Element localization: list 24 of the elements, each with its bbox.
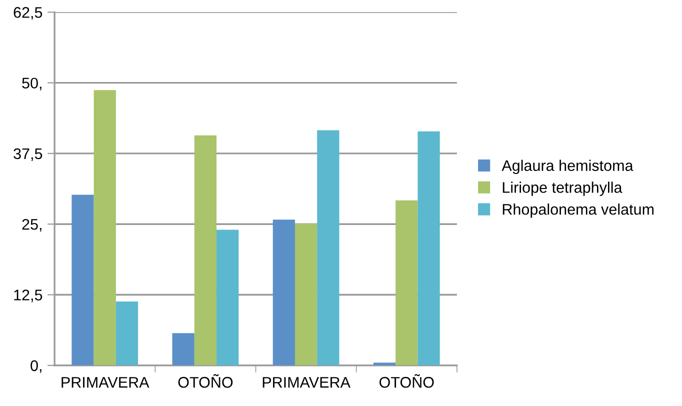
x-tick-label: OTOÑO	[178, 374, 233, 388]
bar	[294, 224, 318, 366]
x-tick-label: PRIMAVERA	[262, 377, 350, 388]
x-tick-label: OTOÑO	[379, 374, 434, 388]
y-tick-label: 0,	[30, 360, 42, 373]
bar	[172, 333, 194, 366]
legend-label: Aglaura hemistoma	[502, 160, 634, 174]
bar	[418, 131, 440, 366]
y-tick-label: 37,5	[14, 148, 42, 161]
legend-label: Liriope tetraphylla	[502, 182, 622, 196]
y-tick-label: 25,	[22, 218, 42, 232]
bar	[194, 135, 217, 366]
bar	[94, 90, 116, 366]
y-tick-label: 50,	[22, 78, 42, 90]
y-tick-label: 12,5	[14, 290, 42, 302]
bar	[72, 194, 94, 366]
bar	[116, 302, 138, 366]
legend-label: Rhopalonema velatum	[502, 204, 654, 218]
bar	[216, 230, 239, 366]
bar	[272, 220, 295, 366]
x-tick-label: PRIMAVERA	[62, 377, 150, 388]
bar	[317, 130, 340, 366]
bar	[396, 200, 418, 366]
y-tick-label: 62,5	[14, 7, 42, 20]
